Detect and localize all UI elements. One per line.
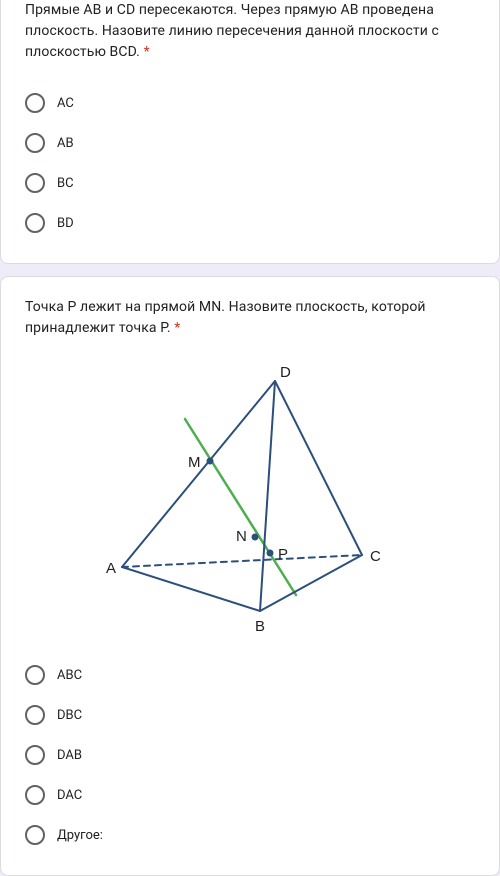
option-label: DBC: [57, 708, 82, 723]
question-card-2: Точка P лежит на прямой MN. Назовите пло…: [0, 276, 500, 876]
diagram-container: A B C D M N P: [25, 359, 475, 639]
radio-icon: [25, 705, 45, 725]
option-q2-0[interactable]: ABC: [25, 655, 475, 695]
option-q1-3[interactable]: BD: [25, 203, 475, 243]
option-q2-4[interactable]: Другое:: [25, 815, 475, 855]
question-text-2: Точка P лежит на прямой MN. Назовите пло…: [25, 297, 475, 339]
option-label: DAC: [57, 788, 82, 803]
option-label: AB: [57, 136, 74, 151]
svg-text:C: C: [370, 548, 381, 565]
radio-icon: [25, 133, 45, 153]
svg-text:P: P: [278, 546, 288, 563]
option-q2-3[interactable]: DAC: [25, 775, 475, 815]
radio-icon: [25, 745, 45, 765]
required-marker-1: *: [144, 44, 150, 60]
svg-text:M: M: [188, 454, 201, 471]
svg-text:N: N: [236, 528, 247, 545]
question-text-content-2: Точка P лежит на прямой MN. Назовите пло…: [25, 299, 426, 336]
option-q1-0[interactable]: AC: [25, 83, 475, 123]
option-label: ABC: [57, 668, 82, 683]
option-q1-2[interactable]: BC: [25, 163, 475, 203]
radio-icon: [25, 785, 45, 805]
option-q2-1[interactable]: DBC: [25, 695, 475, 735]
option-label: AC: [57, 96, 74, 111]
option-q1-1[interactable]: AB: [25, 123, 475, 163]
question-text-1: Прямые AB и CD пересекаются. Через пряму…: [25, 0, 475, 63]
option-label: Другое:: [57, 828, 103, 843]
radio-icon: [25, 213, 45, 233]
required-marker-2: *: [174, 320, 180, 336]
option-label: BC: [57, 176, 74, 191]
question-card-1: Прямые AB и CD пересекаются. Через пряму…: [0, 0, 500, 264]
radio-icon: [25, 93, 45, 113]
svg-text:A: A: [106, 560, 116, 577]
svg-text:D: D: [280, 364, 291, 381]
tetrahedron-diagram: A B C D M N P: [100, 359, 400, 639]
option-q2-2[interactable]: DAB: [25, 735, 475, 775]
radio-icon: [25, 665, 45, 685]
option-label: BD: [57, 216, 74, 231]
option-label: DAB: [57, 748, 82, 763]
svg-text:B: B: [255, 618, 265, 635]
question-text-content-1: Прямые AB и CD пересекаются. Через пряму…: [25, 2, 439, 60]
radio-icon: [25, 825, 45, 845]
radio-icon: [25, 173, 45, 193]
